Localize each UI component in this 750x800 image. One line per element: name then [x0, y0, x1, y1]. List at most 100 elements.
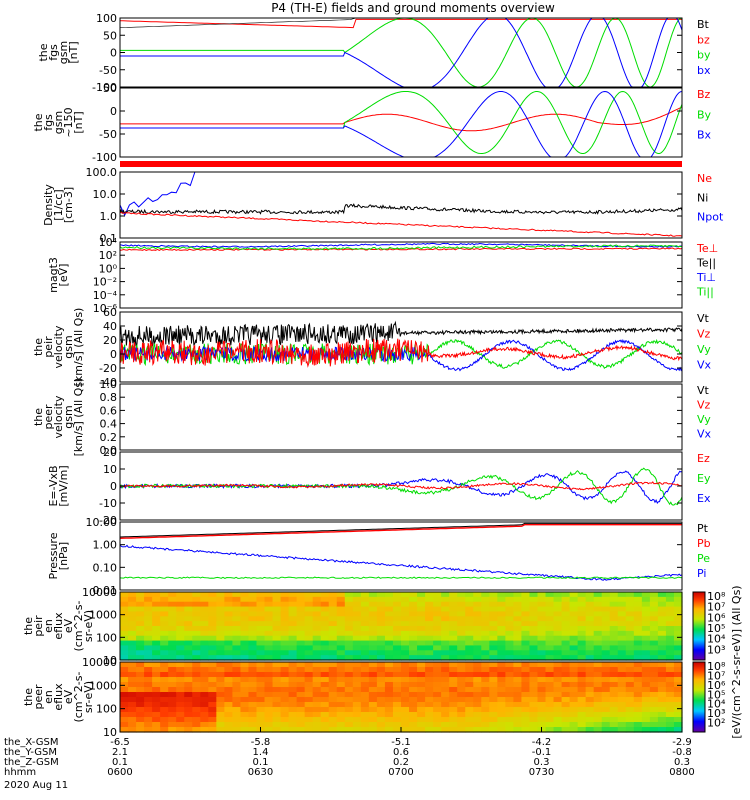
spec-cell — [136, 596, 145, 603]
spec-cell — [561, 667, 571, 673]
spec-cell — [376, 697, 386, 703]
spec-cell — [352, 717, 362, 723]
spec-cell — [176, 635, 185, 642]
spec-cell — [320, 662, 330, 668]
spec-cell — [673, 630, 683, 637]
y-axis-label: the — [22, 688, 35, 706]
spec-cell — [360, 687, 370, 693]
spec-cell — [208, 717, 217, 723]
spec-cell — [272, 707, 282, 713]
spec-cell — [545, 601, 555, 608]
spec-cell — [657, 635, 667, 642]
spec-cell — [120, 611, 129, 617]
spec-cell — [617, 635, 627, 642]
spec-cell — [617, 662, 627, 668]
spec-cell — [152, 626, 161, 632]
spec-cell — [360, 697, 370, 703]
spec-cell — [176, 722, 185, 728]
spec-cell — [240, 630, 250, 637]
spec-cell — [625, 687, 635, 693]
y-axis-label: E=-VxB — [47, 465, 60, 506]
spec-cell — [320, 635, 330, 642]
spec-cell — [176, 677, 185, 683]
spec-cell — [513, 717, 523, 723]
spec-cell — [561, 717, 571, 723]
spec-cell — [264, 662, 274, 668]
spec-cell — [184, 662, 193, 668]
spec-cell — [657, 621, 667, 627]
spec-cell — [497, 640, 506, 647]
spec-cell — [296, 682, 306, 688]
spec-cell — [312, 655, 322, 661]
spec-cell — [248, 692, 258, 698]
spec-cell — [553, 592, 563, 598]
colorbar-tick: 10⁴ — [707, 698, 726, 711]
spec-cell — [609, 592, 619, 598]
spec-cell — [312, 640, 322, 647]
spec-cell — [328, 621, 338, 627]
spec-cell — [216, 601, 225, 608]
spec-cell — [216, 667, 225, 673]
spec-cell — [320, 626, 330, 632]
spec-cell — [216, 635, 225, 642]
spec-cell — [529, 630, 539, 637]
spec-cell — [401, 645, 410, 651]
spec-cell — [617, 616, 627, 622]
spec-cell — [441, 655, 450, 661]
colorbar-tick: 10⁶ — [707, 679, 726, 692]
spec-cell — [497, 596, 506, 603]
spec-cell — [248, 687, 258, 693]
spec-cell — [417, 596, 426, 603]
spec-cell — [224, 621, 233, 627]
spec-cell — [232, 682, 242, 688]
spec-cell — [625, 645, 635, 651]
spec-cell — [569, 717, 579, 723]
spec-cell — [168, 645, 177, 651]
spec-cell — [649, 672, 659, 678]
y-axis-label: velocity — [52, 325, 65, 368]
spec-cell — [368, 697, 378, 703]
spec-cell — [304, 727, 314, 733]
spec-cell — [569, 677, 579, 683]
spec-cell — [264, 682, 274, 688]
spec-cell — [657, 655, 667, 661]
spec-cell — [673, 662, 683, 668]
spec-cell — [601, 667, 611, 673]
spec-cell — [617, 601, 627, 608]
spec-cell — [409, 655, 418, 661]
spec-cell — [569, 707, 579, 713]
spec-cell — [232, 677, 242, 683]
spec-cell — [312, 616, 322, 622]
spec-cell — [569, 682, 579, 688]
spec-cell — [152, 630, 161, 637]
spec-cell — [529, 650, 539, 656]
spec-cell — [665, 596, 675, 603]
spec-cell — [545, 677, 555, 683]
spec-cell — [288, 667, 298, 673]
colorbar-tick: 10⁸ — [707, 660, 726, 673]
spec-cell — [649, 640, 659, 647]
spec-cell — [633, 611, 643, 617]
spec-cell — [168, 707, 177, 713]
spec-cell — [657, 692, 667, 698]
spec-cell — [441, 635, 450, 642]
spec-cell — [633, 727, 643, 733]
spec-cell — [617, 687, 627, 693]
spec-cell — [384, 717, 394, 723]
spec-cell — [537, 616, 547, 622]
spec-cell — [457, 692, 466, 698]
spec-cell — [296, 606, 306, 613]
spec-cell — [569, 722, 579, 728]
spec-cell — [208, 727, 217, 733]
spec-cell — [256, 692, 266, 698]
spec-cell — [433, 687, 442, 693]
spec-cell — [537, 630, 547, 637]
spec-cell — [184, 606, 193, 613]
spec-cell — [264, 707, 274, 713]
y-tick-label: 100 — [96, 631, 117, 644]
spec-cell — [457, 712, 466, 718]
spec-cell — [513, 635, 523, 642]
spec-cell — [609, 621, 619, 627]
y-tick-label: 0.1 — [100, 232, 118, 245]
spec-cell — [441, 717, 450, 723]
